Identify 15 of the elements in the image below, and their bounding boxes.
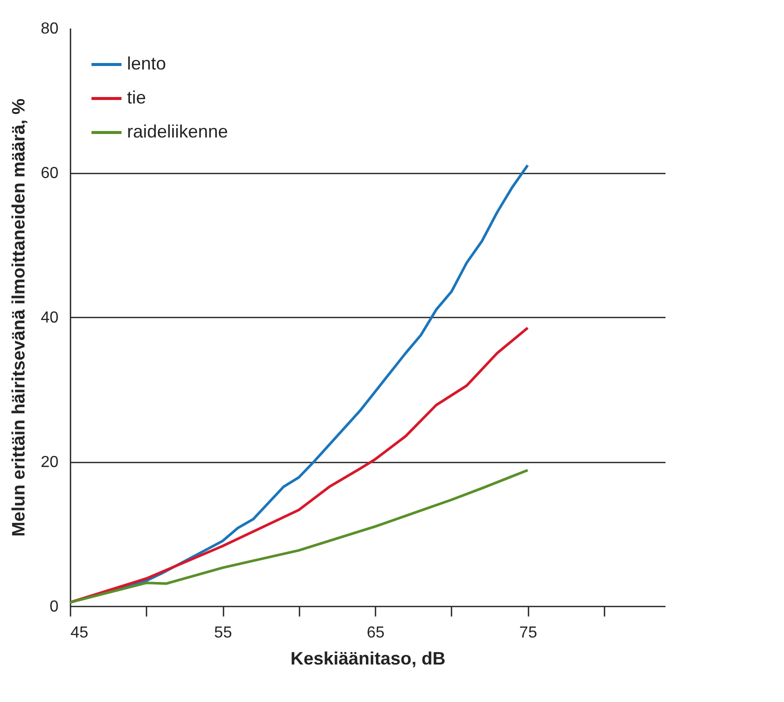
y-axis-title: Melun erittäin häiritsevänä ilmoittaneiden määrä, % bbox=[8, 98, 29, 537]
y-tick-label: 40 bbox=[40, 310, 59, 326]
y-tick-label: 20 bbox=[40, 454, 59, 471]
y-tick-label: 60 bbox=[40, 165, 59, 182]
x-axis-title: Keskiäänitaso, dB bbox=[290, 648, 446, 668]
legend-label: lento bbox=[127, 54, 166, 74]
y-tick-label: 0 bbox=[50, 598, 59, 616]
x-tick-label: 75 bbox=[519, 624, 538, 642]
legend-label: raideliikenne bbox=[127, 122, 228, 142]
line-series bbox=[68, 468, 529, 604]
x-tick-label: 65 bbox=[366, 624, 385, 642]
y-tick-label: 80 bbox=[40, 20, 59, 38]
x-tick-label: 45 bbox=[70, 624, 88, 642]
x-tick-label: 55 bbox=[214, 624, 232, 642]
legend-label: tie bbox=[127, 88, 146, 108]
